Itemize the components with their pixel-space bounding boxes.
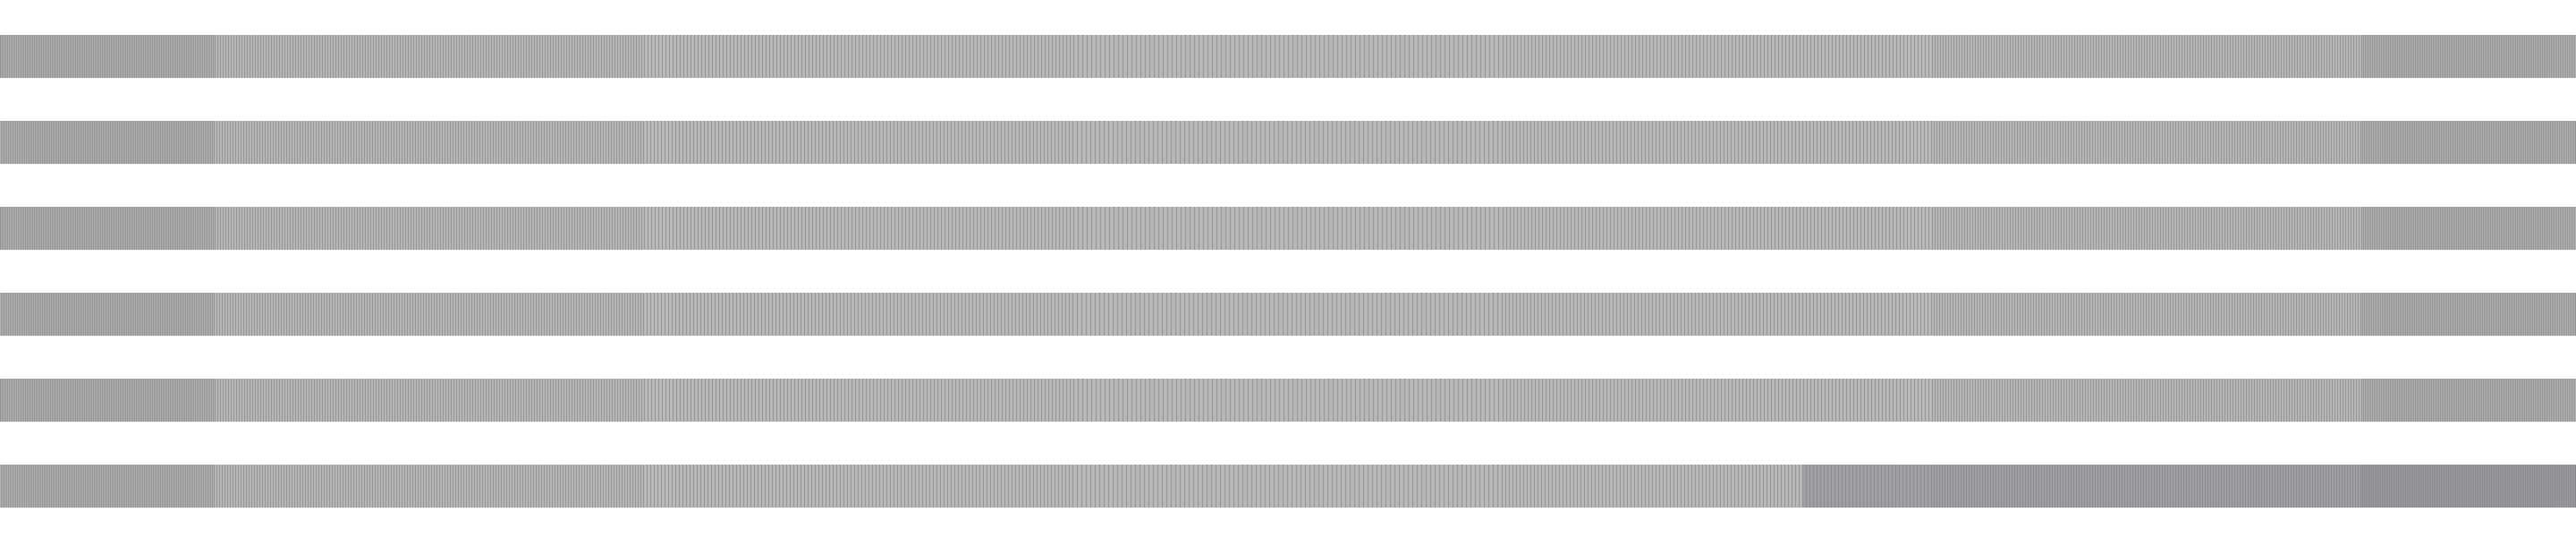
band-3	[0, 207, 2576, 250]
band-5	[0, 379, 2576, 422]
band-4	[0, 293, 2576, 336]
band-2	[0, 121, 2576, 164]
band-6	[0, 465, 2576, 508]
band-1	[0, 35, 2576, 78]
